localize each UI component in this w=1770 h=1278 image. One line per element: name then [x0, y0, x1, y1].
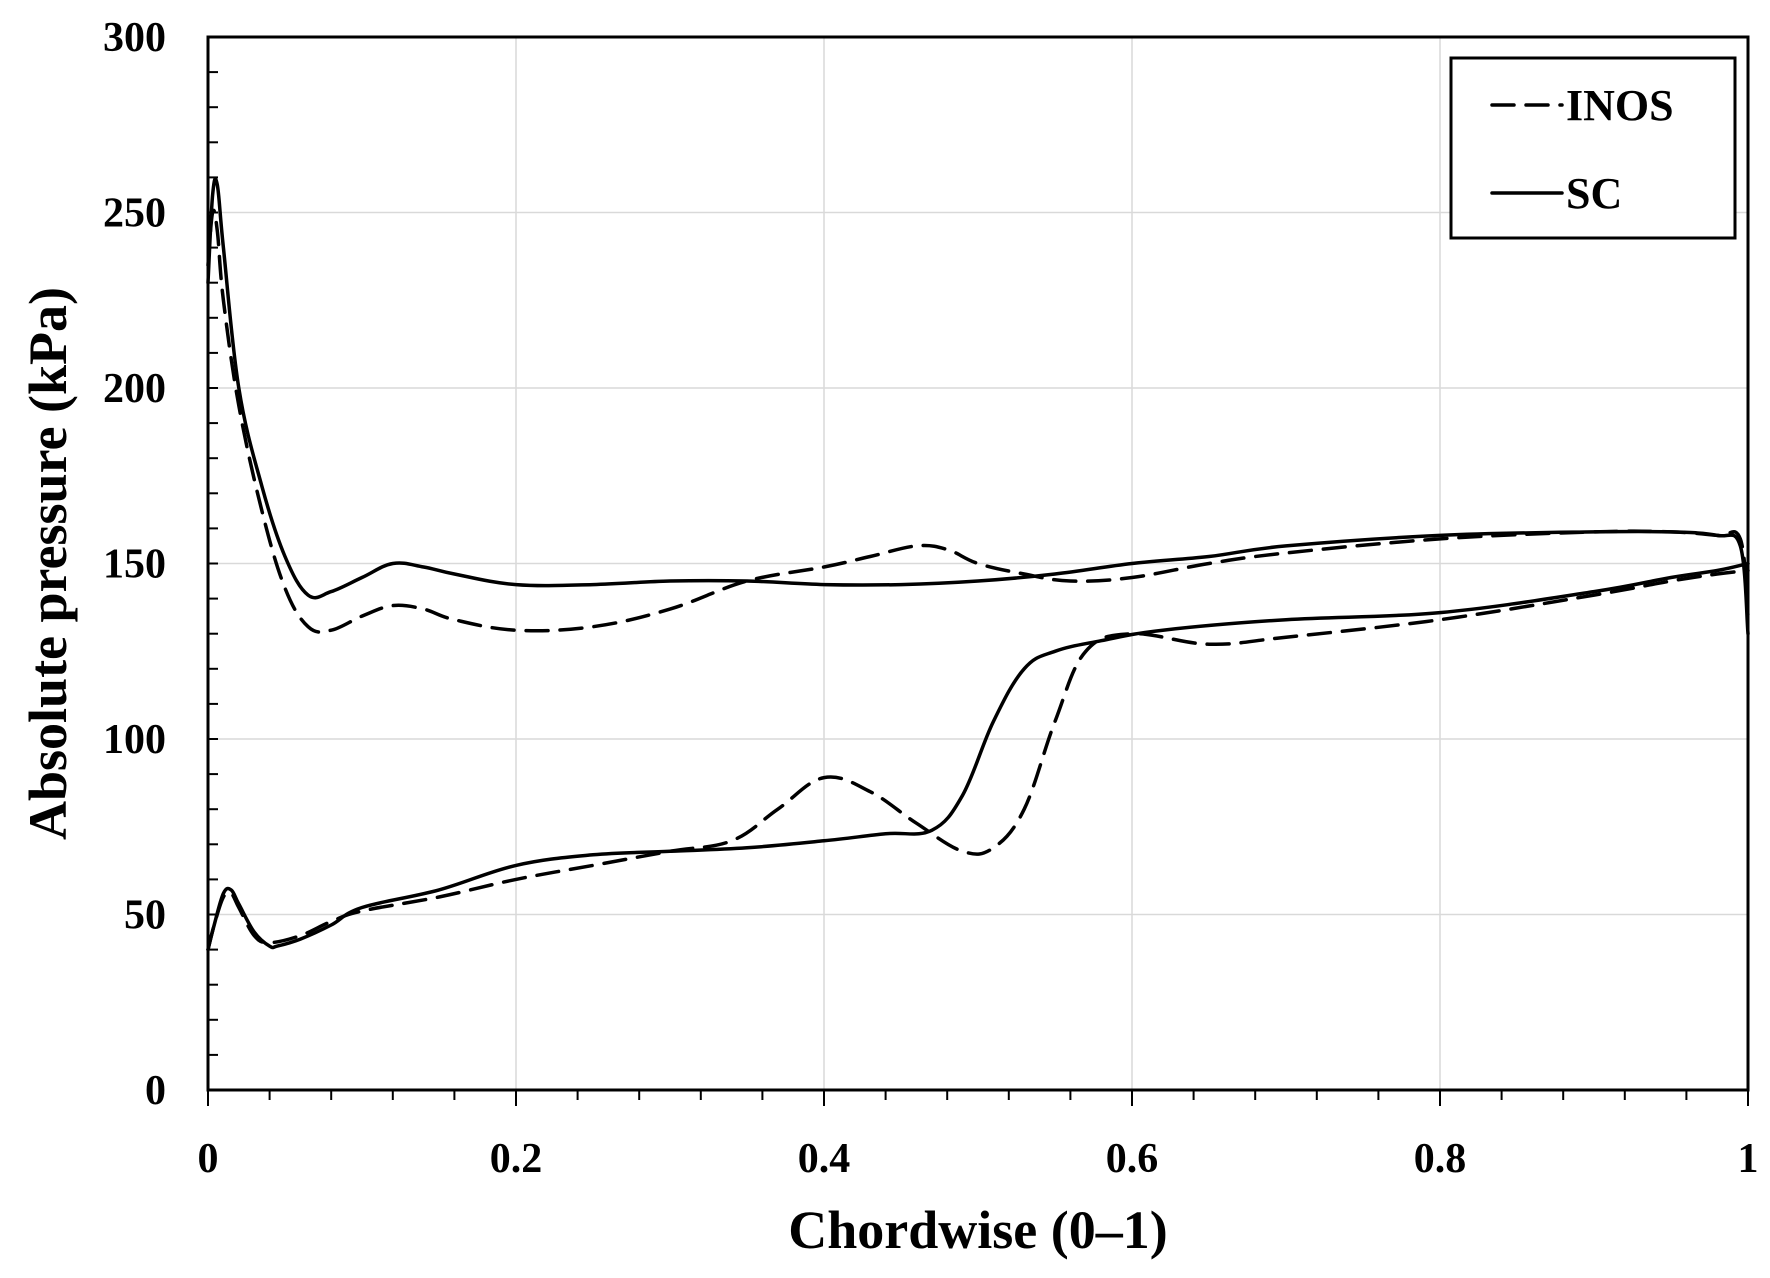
y-tick-label: 100 [103, 717, 166, 763]
x-tick-label: 0 [198, 1136, 219, 1182]
y-tick-label: 0 [145, 1068, 166, 1114]
legend-label-sc: SC [1566, 169, 1622, 218]
series-sc-upper-line [206, 177, 1750, 636]
legend: INOS SC [1449, 56, 1737, 240]
y-tick-label: 200 [103, 366, 166, 412]
x-tick-label: 0.8 [1414, 1136, 1467, 1182]
series-inos-upper-line [206, 208, 1750, 634]
x-tick-label: 0.6 [1106, 1136, 1159, 1182]
series-layer [206, 177, 1750, 952]
y-tick-label: 150 [103, 542, 166, 588]
x-tick-label: 0.4 [798, 1136, 851, 1182]
y-tick-label: 250 [103, 191, 166, 237]
x-axis-title: Chordwise (0–1) [788, 1200, 1167, 1260]
axis-ticks [207, 36, 1749, 1106]
legend-box [1449, 56, 1737, 240]
legend-label-inos: INOS [1566, 81, 1674, 130]
x-tick-label: 0.2 [490, 1136, 543, 1182]
y-tick-label: 50 [124, 893, 166, 939]
y-axis-title: Absolute pressure (kPa) [18, 287, 78, 840]
x-tick-labels: 0 0.2 0.4 0.6 0.8 1 [198, 1136, 1759, 1182]
y-tick-label: 300 [103, 15, 166, 61]
y-tick-labels: 0 50 100 150 200 250 300 [103, 15, 166, 1114]
series-sc-lower-line [206, 561, 1750, 952]
x-tick-label: 1 [1738, 1136, 1759, 1182]
